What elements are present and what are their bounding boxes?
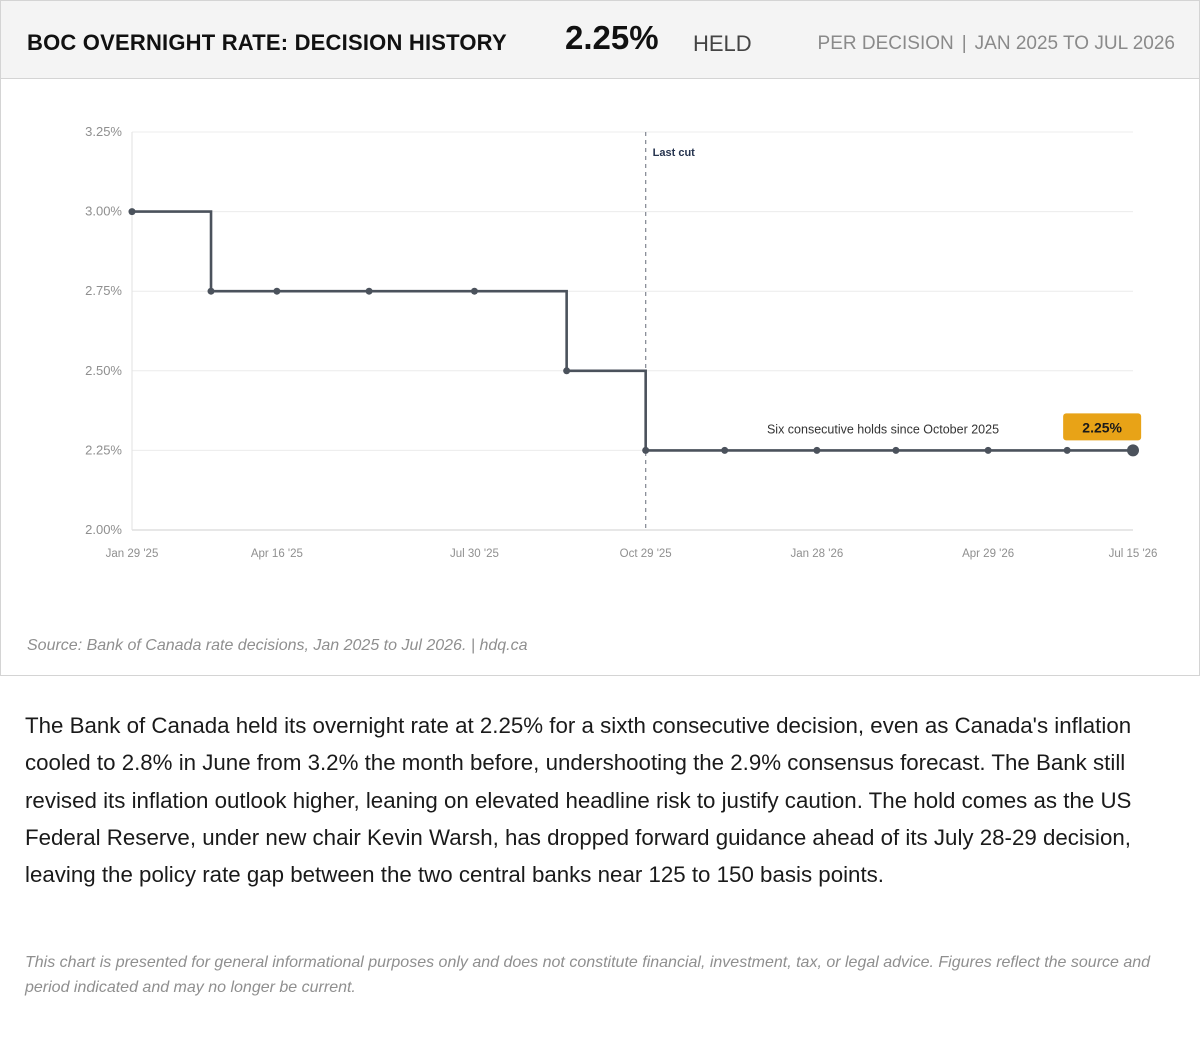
y-tick-label: 2.75% bbox=[85, 283, 122, 298]
chart-meta: PER DECISION | JAN 2025 TO JUL 2026 bbox=[818, 33, 1175, 55]
decision-point bbox=[813, 446, 821, 454]
decision-point bbox=[273, 287, 281, 295]
latest-value-badge bbox=[1063, 413, 1142, 441]
article-summary: The Bank of Canada held its overnight ra… bbox=[25, 713, 1132, 888]
decision-point bbox=[470, 287, 478, 295]
frequency-label: PER DECISION bbox=[817, 33, 954, 54]
y-tick-label: 3.25% bbox=[85, 124, 122, 139]
decision-point bbox=[892, 446, 900, 454]
rate-step-chart: 3.25% 3.00% 2.75% 2.50% 2.25% 2.00% Jan 29 '25… bbox=[85, 124, 1158, 560]
meta-separator: | bbox=[961, 33, 967, 54]
y-tick-label: 2.50% bbox=[85, 363, 122, 378]
x-tick-label: Jan 29 '25 bbox=[106, 548, 159, 560]
holds-annotation: Six consecutive holds since October 2025 bbox=[767, 422, 999, 436]
y-tick-label: 2.25% bbox=[85, 442, 122, 457]
x-tick-label: Apr 16 '25 bbox=[251, 548, 303, 560]
decision-point bbox=[563, 367, 571, 375]
current-rate-value: 2.25% bbox=[565, 19, 659, 56]
chart-header: BOC OVERNIGHT RATE: DECISION HISTORY 2.2… bbox=[1, 1, 1199, 79]
y-tick-label: 2.00% bbox=[85, 522, 122, 537]
decision-point bbox=[207, 287, 215, 295]
decision-point bbox=[984, 446, 992, 454]
source-note: Source: Bank of Canada rate decisions, J… bbox=[27, 637, 528, 654]
y-tick-label: 3.00% bbox=[85, 204, 122, 219]
x-tick-label: Jan 28 '26 bbox=[791, 548, 844, 560]
rate-status: HELD bbox=[693, 31, 752, 56]
x-tick-label: Oct 29 '25 bbox=[620, 548, 672, 560]
decision-point bbox=[365, 287, 373, 295]
chart-title: BOC OVERNIGHT RATE: DECISION HISTORY bbox=[27, 30, 507, 55]
x-tick-label: Jul 15 '26 bbox=[1109, 548, 1158, 560]
decision-point bbox=[721, 446, 729, 454]
decision-point bbox=[1063, 446, 1071, 454]
x-tick-label: Jul 30 '25 bbox=[450, 548, 499, 560]
decision-point bbox=[128, 208, 136, 216]
latest-value-label: 2.25% bbox=[1082, 419, 1122, 435]
period-label: JAN 2025 TO JUL 2026 bbox=[974, 33, 1175, 54]
last-cut-label: Last cut bbox=[653, 147, 696, 159]
x-tick-label: Apr 29 '26 bbox=[962, 548, 1014, 560]
decision-point bbox=[642, 446, 650, 454]
latest-decision-point bbox=[1127, 444, 1139, 457]
rate-step-line bbox=[132, 210, 1133, 452]
chart-card: BOC OVERNIGHT RATE: DECISION HISTORY 2.2… bbox=[0, 0, 1200, 676]
disclaimer: This chart is presented for general info… bbox=[25, 954, 1151, 996]
